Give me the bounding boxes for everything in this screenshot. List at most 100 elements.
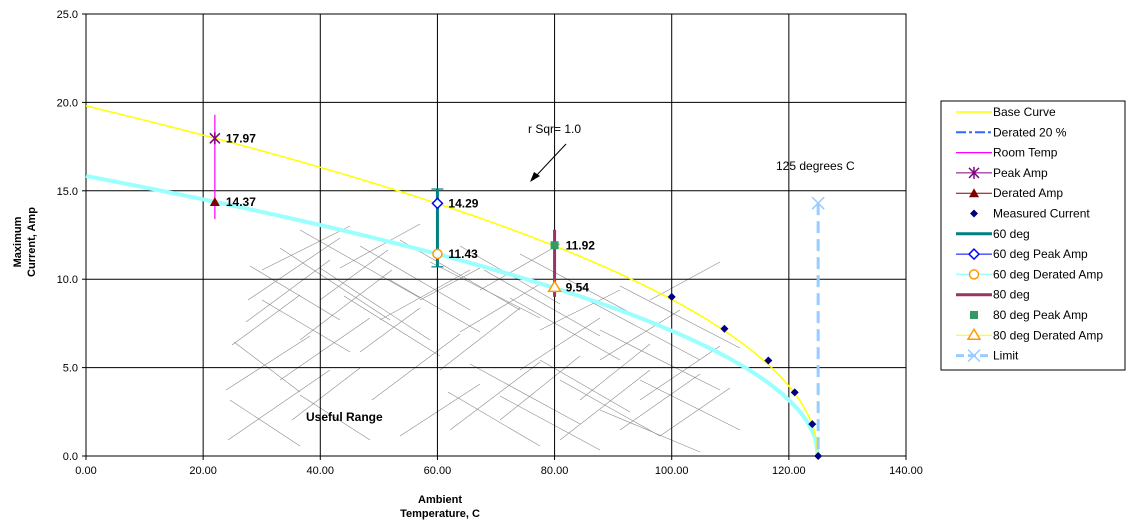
hatch-line (227, 369, 331, 441)
hatch-line (379, 269, 471, 321)
x-axis-ticks: 0.00 20.00 40.00 60.00 80.00 100.00 120.00 140.… (75, 456, 923, 477)
data-label: 14.37 (226, 195, 256, 209)
plot-border (85, 13, 907, 457)
y-tick-label: 5.0 (63, 363, 78, 375)
measured-current-point-shape (814, 452, 823, 460)
legend-label: 80 deg Peak Amp (993, 308, 1088, 322)
hatch-line (519, 317, 601, 371)
hatch-line (249, 265, 341, 321)
x-tick-label: 60.00 (424, 465, 452, 477)
60-deg-derated-point (432, 248, 443, 260)
measured-current-point (764, 356, 773, 365)
legend-item: 80 deg Derated Amp (956, 327, 1103, 342)
hatch-line (519, 253, 641, 319)
legend-marker-shape (970, 209, 978, 218)
hatch-line (419, 267, 481, 301)
60-deg-derated-point-shape (432, 248, 443, 260)
legend-marker (968, 269, 980, 280)
y-tick-label: 20.0 (57, 97, 78, 109)
measured-current-point-shape (808, 420, 817, 429)
hatch-line (399, 383, 481, 437)
measured-current-point (667, 292, 676, 301)
hatch-line (299, 394, 371, 441)
legend-item: Measured Current (970, 207, 1090, 221)
80-deg-derated-point (547, 279, 562, 293)
data-label: 9.54 (566, 280, 590, 294)
measured-current-point (814, 452, 823, 460)
x-axis-title-line1: Ambient (418, 494, 462, 506)
hatch-line (339, 223, 421, 269)
hatch-line (599, 409, 701, 453)
useful-range-label: Useful Range (306, 410, 383, 424)
legend-label: Measured Current (993, 207, 1090, 221)
legend-label: 80 deg (993, 288, 1030, 302)
legend-label: 60 deg (993, 227, 1030, 241)
hatch-line (261, 225, 351, 271)
legend-marker (970, 311, 978, 319)
hatch-line (559, 379, 661, 437)
legend-marker-shape (969, 188, 979, 198)
hatch-line (447, 391, 541, 447)
data-label: 11.92 (566, 238, 596, 252)
measured-current-point (790, 388, 799, 397)
x-tick-label: 140.00 (889, 465, 923, 477)
legend-label: 80 deg Derated Amp (993, 328, 1103, 342)
data-labels: 17.97 14.37 14.29 11.43 11.92 9.54 (226, 131, 595, 294)
r-sqr-annotation: r Sqr= 1.0 (528, 122, 581, 136)
x-tick-label: 120.00 (772, 465, 806, 477)
x-tick-label: 40.00 (307, 465, 335, 477)
hatch-line (319, 249, 389, 301)
legend-label: Derated 20 % (993, 125, 1067, 139)
legend-label: Derated Amp (993, 186, 1063, 200)
legend-item: 60 deg Derated Amp (956, 267, 1103, 281)
60-deg-peak-point-shape (431, 197, 444, 210)
legend-item: Base Curve (956, 105, 1056, 119)
measured-current-point-shape (764, 356, 773, 365)
legend-marker-shape (967, 248, 981, 261)
hatch-line (483, 269, 601, 337)
hatch-line (499, 395, 601, 451)
legend-marker (969, 188, 979, 198)
hatch-line (245, 259, 331, 323)
hatch-line (539, 289, 621, 331)
80-deg-peak-point-shape (550, 241, 559, 250)
useful-range-hatching (225, 223, 741, 453)
legend-marker-shape (966, 327, 982, 341)
limit-marker (811, 196, 825, 210)
y-tick-label: 15.0 (57, 186, 78, 198)
60-deg-peak-point (431, 197, 444, 210)
hatch-line (499, 355, 581, 421)
legend-item: Derated 20 % (956, 125, 1067, 139)
hatch-line (389, 279, 481, 333)
axis-titles: Maximum Current, Amp Ambient Temperature… (12, 207, 480, 520)
x-tick-label: 20.00 (189, 465, 217, 477)
legend-box (940, 100, 1126, 371)
hatch-line (429, 261, 541, 319)
measured-current-point-shape (790, 388, 799, 397)
legend-item: Limit (956, 349, 1019, 363)
legend-marker-shape (970, 311, 978, 319)
hatch-line (579, 343, 651, 401)
data-label: 11.43 (448, 247, 478, 261)
hatch-line (469, 363, 581, 425)
derated-amp-point-shape (209, 196, 220, 206)
hatch-line (449, 361, 541, 431)
hatch-line (319, 267, 431, 341)
base-curve (85, 105, 819, 457)
hatch-line (229, 399, 301, 447)
measured-current-point (720, 324, 729, 333)
curves (85, 105, 821, 457)
hatch-line (233, 341, 301, 393)
legend: Base Curve Derated 20 % Room Temp Peak Amp D… (940, 100, 1126, 371)
legend-marker-stroke (967, 349, 981, 363)
hatch-line (359, 245, 471, 311)
hatch-line (261, 299, 351, 353)
x-tick-label: 100.00 (655, 465, 689, 477)
measured-current-point-shape (720, 324, 729, 333)
data-label: 17.97 (226, 131, 256, 145)
legend-label: Limit (993, 349, 1019, 363)
hatch-line (579, 295, 701, 361)
legend-label: 60 deg Derated Amp (993, 267, 1103, 281)
hatch-line (247, 237, 341, 301)
